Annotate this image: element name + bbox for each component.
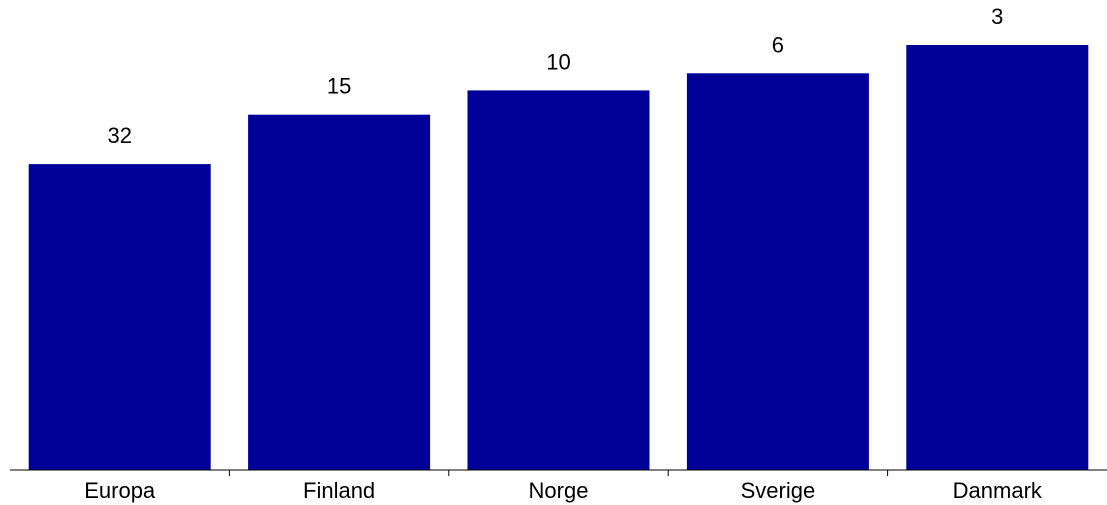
data-label-finland: 15 [327,74,351,99]
bar-danmark [906,45,1089,470]
x-tick-label-danmark: Danmark [953,478,1043,503]
data-label-danmark: 3 [991,4,1003,29]
x-tick-label-norge: Norge [529,478,589,503]
data-labels-group: 32 15 10 6 3 [107,4,1003,148]
bar-finland [248,114,431,470]
bar-europa [28,164,211,470]
bars-group [28,45,1089,471]
x-tick-label-sverige: Sverige [741,478,816,503]
data-label-europa: 32 [107,123,131,148]
data-label-norge: 10 [546,49,570,74]
bar-sverige [686,73,869,471]
x-tick-labels-group: Europa Finland Norge Sverige Danmark [84,478,1043,503]
bar-norge [467,90,650,471]
data-label-sverige: 6 [772,32,784,57]
x-axis-ticks-group [228,470,889,476]
x-tick-label-europa: Europa [84,478,156,503]
x-tick-label-finland: Finland [303,478,375,503]
